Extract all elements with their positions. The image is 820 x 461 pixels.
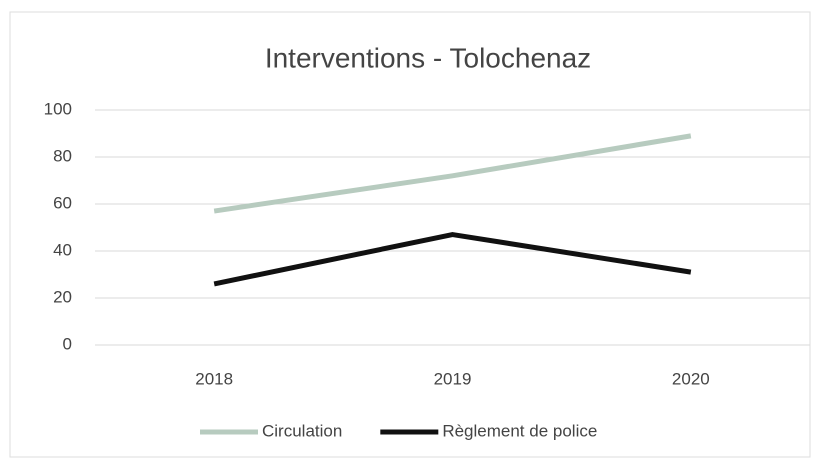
y-tick-label: 40	[53, 240, 72, 259]
x-tick-label: 2020	[672, 369, 710, 388]
y-tick-label: 100	[44, 99, 72, 118]
series-line	[213, 232, 692, 287]
y-tick-label: 80	[53, 146, 72, 165]
legend-label: Circulation	[262, 421, 342, 440]
legend-label: Règlement de police	[442, 421, 597, 440]
y-tick-label: 20	[53, 287, 72, 306]
y-tick-label: 0	[63, 334, 72, 353]
chart-title: Interventions - Tolochenaz	[265, 42, 591, 73]
series-line	[213, 133, 692, 214]
x-tick-label: 2019	[434, 369, 472, 388]
chart-frame	[9, 11, 811, 458]
y-tick-label: 60	[53, 193, 72, 212]
x-tick-label: 2018	[195, 369, 233, 388]
